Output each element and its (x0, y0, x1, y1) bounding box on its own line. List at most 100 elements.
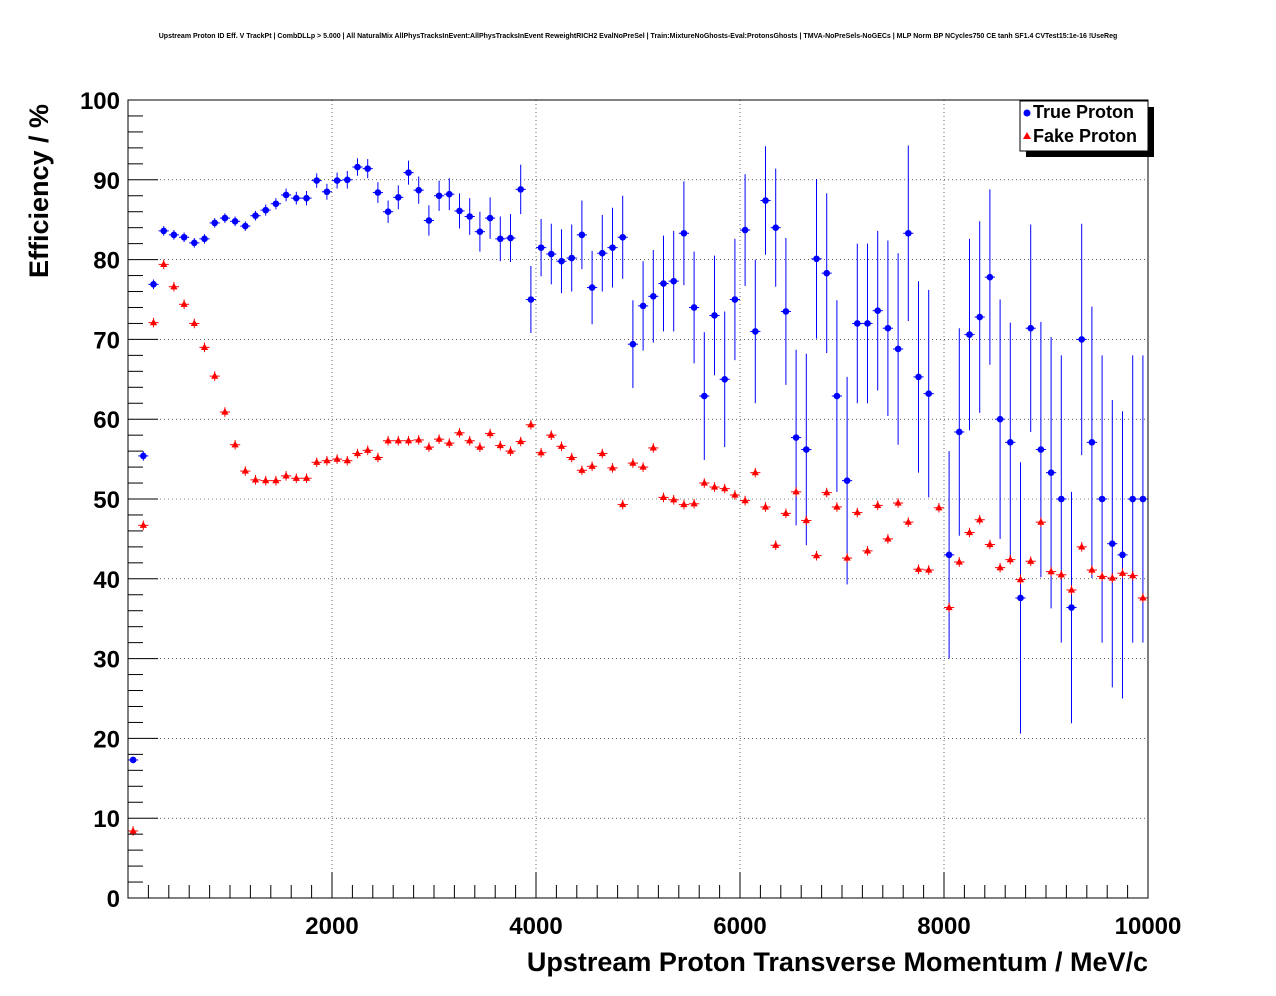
data-point (191, 239, 198, 247)
data-point (1057, 570, 1065, 578)
data-point (884, 324, 892, 332)
data-point (506, 447, 515, 454)
x-tick-label: 6000 (713, 913, 766, 940)
data-point (1067, 585, 1076, 593)
data-point (486, 214, 494, 222)
data-point (476, 228, 484, 235)
data-point (568, 254, 575, 262)
data-point (976, 313, 983, 321)
y-tick-label: 80 (93, 248, 120, 275)
data-point (710, 483, 719, 490)
data-point (496, 441, 504, 449)
data-point (741, 226, 749, 234)
x-tick-label: 4000 (509, 913, 562, 940)
data-point (466, 436, 474, 444)
data-point (731, 491, 739, 498)
data-point (242, 222, 249, 230)
legend-fake-proton-label: Fake Proton (1033, 126, 1137, 146)
data-point (497, 235, 504, 243)
data-point (721, 376, 728, 383)
data-point (262, 476, 270, 484)
data-point (680, 500, 688, 508)
series-fake-proton (128, 259, 1148, 836)
data-point (782, 509, 790, 516)
data-point (1129, 495, 1136, 503)
y-tick-label: 20 (93, 726, 120, 753)
legend-box (1019, 100, 1149, 152)
data-point (180, 233, 188, 241)
data-point (303, 194, 310, 202)
data-point (721, 484, 729, 492)
data-point (996, 415, 1004, 423)
data-point (649, 443, 657, 451)
data-point (619, 233, 626, 241)
data-point (996, 563, 1004, 571)
data-point (190, 319, 198, 327)
data-point (863, 546, 872, 554)
data-point (741, 496, 749, 504)
data-point (751, 468, 759, 476)
data-point (231, 440, 239, 448)
data-point (231, 217, 239, 225)
data-point (915, 373, 922, 381)
y-tick-label: 100 (80, 88, 120, 115)
data-point (905, 229, 912, 237)
data-point (670, 495, 678, 503)
data-point (415, 435, 423, 443)
data-point (333, 177, 341, 184)
data-point (650, 293, 657, 300)
data-point (149, 318, 158, 326)
data-point (914, 565, 923, 572)
data-point (629, 340, 637, 348)
data-point (272, 476, 280, 484)
data-point (568, 453, 576, 461)
data-point (384, 436, 392, 444)
data-point (425, 217, 433, 224)
data-point (1108, 574, 1116, 581)
data-point (843, 554, 851, 561)
data-point (333, 455, 341, 462)
data-point (629, 459, 637, 466)
data-point (854, 320, 861, 327)
data-point (435, 435, 443, 442)
data-point (639, 302, 647, 310)
data-point (537, 244, 545, 251)
y-tick-label: 40 (93, 567, 120, 594)
data-point (139, 521, 147, 528)
data-point (455, 428, 464, 436)
data-point (752, 328, 759, 335)
data-point (1037, 518, 1045, 525)
data-point (945, 603, 953, 611)
y-tick-label: 30 (93, 647, 120, 674)
data-point (466, 213, 474, 220)
data-point (364, 165, 372, 172)
data-point (1078, 336, 1085, 343)
data-point (1078, 542, 1086, 550)
data-point (374, 189, 382, 196)
data-point (894, 498, 902, 506)
data-point (517, 437, 525, 445)
legend-fake-proton-marker (1023, 132, 1031, 139)
data-point (486, 429, 494, 437)
data-point (700, 479, 708, 486)
data-point (864, 320, 871, 327)
data-point (1139, 593, 1147, 601)
data-point (833, 392, 841, 400)
data-point (802, 516, 810, 524)
data-point (201, 235, 208, 243)
data-point (904, 518, 912, 525)
x-tick-label: 8000 (917, 913, 970, 940)
data-point (619, 500, 627, 508)
data-point (965, 528, 974, 536)
data-point (170, 231, 178, 239)
data-point (200, 343, 209, 350)
data-point (578, 231, 586, 239)
data-point (690, 499, 698, 507)
data-point (344, 176, 351, 184)
data-point (833, 502, 841, 510)
data-point (803, 446, 810, 453)
data-point (1027, 324, 1034, 332)
data-point (1068, 604, 1075, 611)
data-point (935, 503, 943, 511)
